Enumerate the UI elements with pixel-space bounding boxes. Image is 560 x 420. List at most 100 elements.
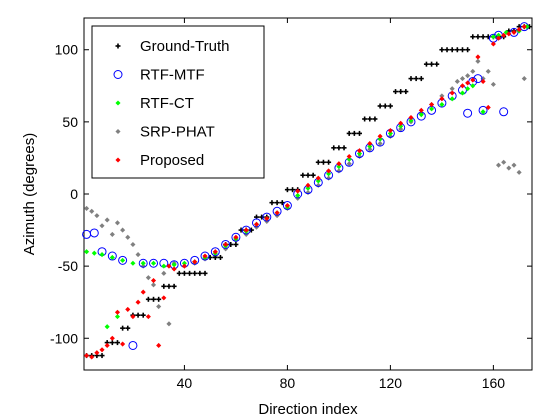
data-point xyxy=(326,171,332,177)
legend-entry: Ground-Truth xyxy=(140,38,229,55)
x-tick-label: 80 xyxy=(280,375,296,391)
data-point xyxy=(114,340,120,346)
data-point xyxy=(161,263,167,269)
data-point xyxy=(465,47,471,53)
data-point xyxy=(94,350,100,356)
data-point xyxy=(506,165,512,171)
data-point xyxy=(259,214,265,220)
data-point xyxy=(382,103,388,109)
data-point xyxy=(473,74,483,84)
data-point xyxy=(138,258,148,268)
data-point xyxy=(149,258,159,268)
data-point xyxy=(408,76,414,82)
legend-marker xyxy=(115,157,121,163)
data-point xyxy=(84,205,90,211)
data-point xyxy=(150,278,157,284)
data-point xyxy=(140,289,146,295)
data-point xyxy=(156,303,162,310)
data-point xyxy=(463,108,473,118)
data-point xyxy=(125,325,131,331)
y-tick-label: 0 xyxy=(70,186,78,202)
data-point xyxy=(176,270,182,276)
data-point xyxy=(233,241,239,247)
data-point xyxy=(393,89,399,95)
data-point xyxy=(200,251,210,261)
data-point xyxy=(161,283,167,289)
data-point xyxy=(125,306,131,312)
data-point xyxy=(336,145,342,151)
data-point xyxy=(284,187,290,193)
data-point xyxy=(145,314,151,320)
data-point xyxy=(470,34,476,40)
data-point xyxy=(99,353,105,359)
data-point xyxy=(187,270,193,276)
legend-entry: RTF-CT xyxy=(140,95,194,112)
x-axis-label: Direction index xyxy=(258,401,358,418)
data-point xyxy=(336,161,342,167)
data-point xyxy=(89,354,95,360)
data-point xyxy=(166,283,172,289)
data-point xyxy=(305,172,311,178)
data-point xyxy=(233,234,239,240)
data-point xyxy=(470,77,476,83)
data-point xyxy=(181,263,187,269)
data-point xyxy=(418,76,424,82)
data-point xyxy=(109,340,115,346)
data-point xyxy=(475,34,481,40)
data-point xyxy=(107,251,117,261)
data-point xyxy=(212,249,218,255)
data-point xyxy=(262,212,272,222)
data-point xyxy=(295,192,301,198)
data-point xyxy=(269,200,275,206)
data-point xyxy=(248,227,254,233)
data-point xyxy=(290,187,296,193)
data-point xyxy=(192,259,198,265)
data-point xyxy=(387,103,393,109)
x-tick-label: 40 xyxy=(177,375,193,391)
data-point xyxy=(202,253,208,259)
x-tick-label: 160 xyxy=(482,375,506,391)
data-point xyxy=(470,83,476,89)
data-point xyxy=(114,220,121,226)
data-point xyxy=(243,227,249,233)
data-point xyxy=(403,89,409,95)
data-point xyxy=(501,159,507,165)
data-point xyxy=(449,47,455,53)
data-point xyxy=(94,213,100,219)
data-point xyxy=(135,299,141,305)
data-marks xyxy=(82,22,532,360)
data-point xyxy=(91,250,97,256)
data-point xyxy=(459,47,465,53)
legend-marker xyxy=(115,100,121,106)
data-point xyxy=(135,312,141,318)
data-point xyxy=(109,231,115,237)
data-point xyxy=(305,185,311,191)
data-point xyxy=(305,182,311,188)
data-point xyxy=(231,232,241,242)
data-point xyxy=(145,296,151,302)
data-point xyxy=(140,312,146,318)
data-point xyxy=(228,241,234,247)
data-point xyxy=(120,325,126,331)
data-point xyxy=(429,61,435,67)
data-point xyxy=(377,136,383,142)
data-point xyxy=(346,156,352,162)
data-point xyxy=(336,164,342,170)
legend-marker xyxy=(115,128,121,135)
data-point xyxy=(217,254,223,260)
legend-marker xyxy=(115,43,121,49)
data-point xyxy=(279,200,285,206)
data-point xyxy=(171,262,177,268)
data-point xyxy=(478,105,488,115)
data-point xyxy=(130,241,136,248)
data-point xyxy=(190,255,200,265)
data-point xyxy=(166,321,172,327)
data-point xyxy=(241,225,251,235)
data-point xyxy=(238,227,244,233)
data-point xyxy=(377,103,383,109)
data-point xyxy=(413,76,419,82)
data-point xyxy=(150,282,157,288)
data-point xyxy=(264,215,270,222)
data-point xyxy=(295,188,301,194)
data-point xyxy=(367,140,373,147)
